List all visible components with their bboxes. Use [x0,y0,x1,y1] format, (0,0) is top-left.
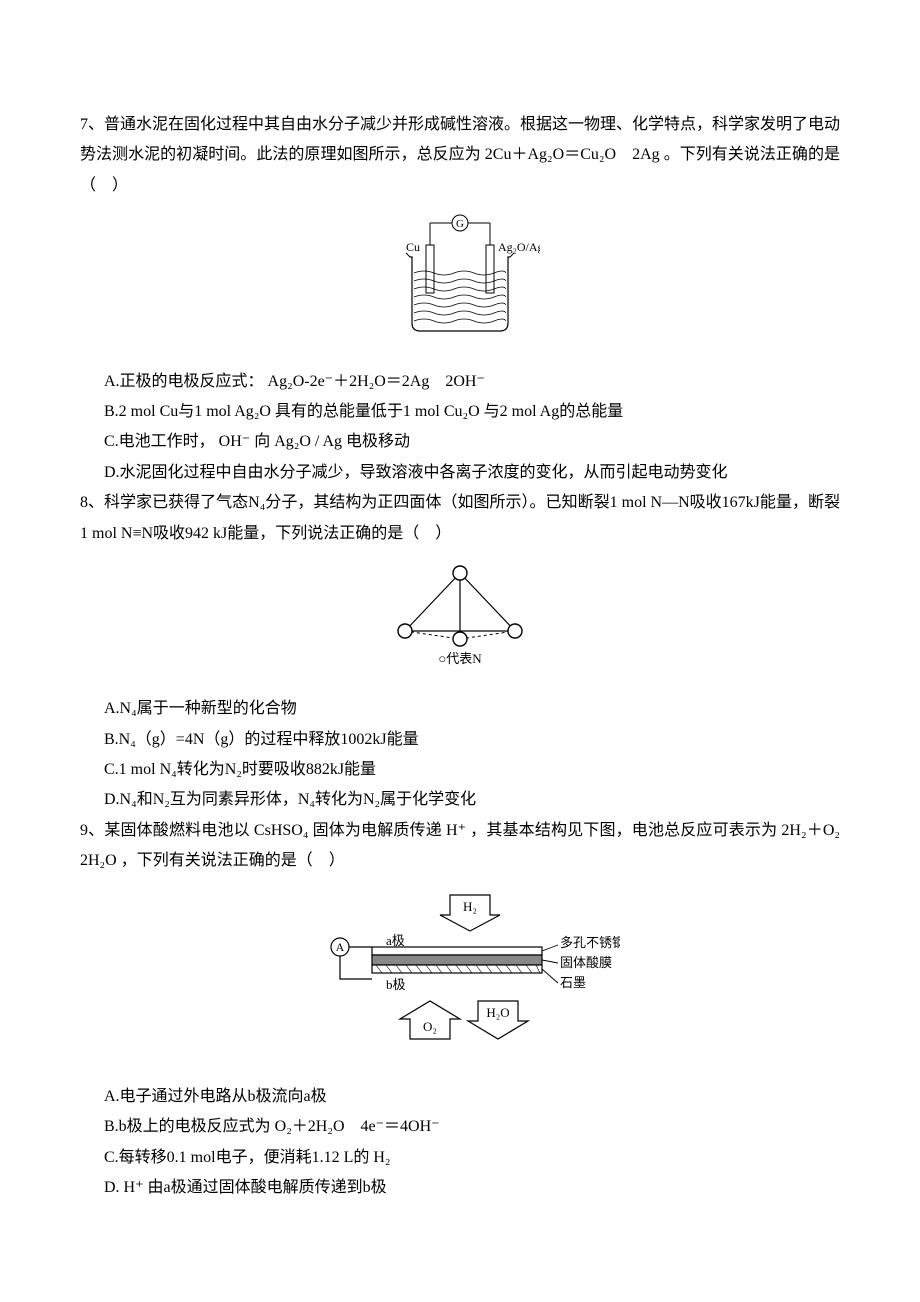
q8-option-d: D.N₄和N₂互为同素异形体，N₄转化为N₂属于化学变化 [80,785,840,815]
steel-label: 多孔不锈钢 [560,935,620,950]
h2o-label: H₂O [486,1005,509,1020]
b-pole-label: b极 [386,977,406,992]
q8-option-c: C.1 mol N₄转化为N₂时要吸收882kJ能量 [80,755,840,785]
q9-option-d: D. H⁺ 由a极通过固体酸电解质传递到b极 [80,1173,840,1203]
graphite-label: 石墨 [560,975,586,990]
h2-label: H₂ [463,899,477,914]
ammeter-label: A [336,940,345,954]
q7-figure: G Cu Ag₂O/Ag [80,213,840,354]
q8-option-a: A.N₄属于一种新型的化合物 [80,694,840,724]
electrode-right-label: Ag₂O/Ag [498,240,540,254]
a-pole-label: a极 [386,933,405,948]
q8-stem: 8、科学家已获得了气态N₄分子，其结构为正四面体（如图所示）。已知断裂1 mol… [80,488,840,549]
q7-option-a: A.正极的电极反应式： Ag₂O-2e⁻＋2H₂O＝2Ag 2OH⁻ [80,367,840,397]
q8-figure: ○代表N [80,561,840,682]
q7-option-b: B.2 mol Cu与1 mol Ag₂O 具有的总能量低于1 mol Cu₂O… [80,397,840,427]
q7-stem: 7、普通水泥在固化过程中其自由水分子减少并形成碱性溶液。根据这一物理、化学特点，… [80,110,840,201]
acid-label: 固体酸膜 [560,955,612,970]
tetra-caption: ○代表N [438,651,482,666]
q9-figure: H₂ A a极 [80,889,840,1070]
meter-label: G [456,218,464,230]
q7-option-d: D.水泥固化过程中自由水分子减少，导致溶液中各离子浓度的变化，从而引起电动势变化 [80,458,840,488]
q9-stem: 9、某固体酸燃料电池以 CsHSO₄ 固体为电解质传递 H⁺ ，其基本结构见下图… [80,816,840,877]
o2-label: O₂ [423,1019,437,1034]
q9-option-b: B.b极上的电极反应式为 O₂＋2H₂O 4e⁻＝4OH⁻ [80,1112,840,1142]
q9-option-c: C.每转移0.1 mol电子，便消耗1.12 L的 H₂ [80,1143,840,1173]
q7-option-c: C.电池工作时， OH⁻ 向 Ag₂O / Ag 电极移动 [80,427,840,457]
q9-option-a: A.电子通过外电路从b极流向a极 [80,1082,840,1112]
electrode-left-label: Cu [406,240,420,254]
page: 7、普通水泥在固化过程中其自由水分子减少并形成碱性溶液。根据这一物理、化学特点，… [0,0,920,1264]
q8-option-b: B.N₄（g）=4N（g）的过程中释放1002kJ能量 [80,725,840,755]
